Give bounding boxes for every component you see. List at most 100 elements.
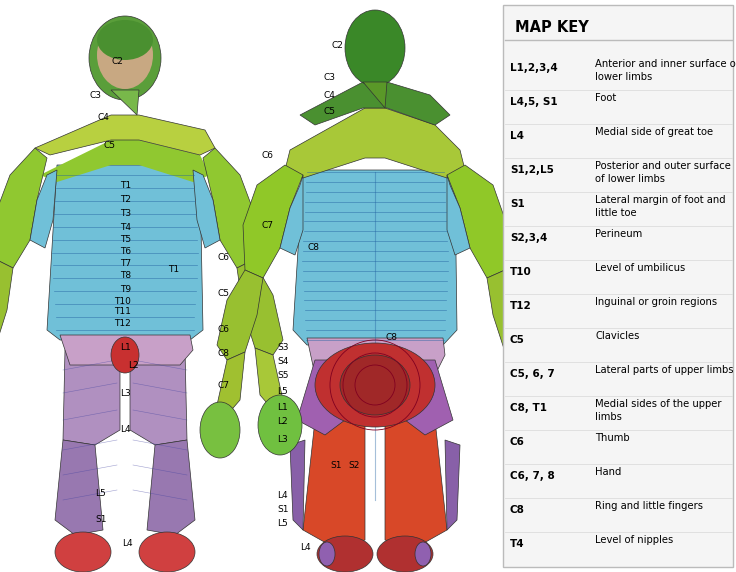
Ellipse shape xyxy=(317,536,373,572)
Text: L1: L1 xyxy=(120,343,131,352)
Text: L1: L1 xyxy=(277,403,288,411)
PathPatch shape xyxy=(385,420,447,548)
Text: Level of nipples: Level of nipples xyxy=(595,535,673,545)
PathPatch shape xyxy=(293,170,457,345)
PathPatch shape xyxy=(290,440,305,530)
Text: L5: L5 xyxy=(95,490,106,499)
Text: S1: S1 xyxy=(330,460,342,470)
Text: Clavicles: Clavicles xyxy=(595,331,640,341)
Text: L5: L5 xyxy=(277,519,288,529)
Text: T4: T4 xyxy=(510,539,525,549)
Text: T3: T3 xyxy=(120,209,131,219)
PathPatch shape xyxy=(255,348,283,410)
Ellipse shape xyxy=(258,395,302,455)
Ellipse shape xyxy=(97,21,153,89)
Bar xyxy=(503,5,733,567)
Text: C8: C8 xyxy=(218,349,230,359)
Text: T11: T11 xyxy=(114,308,131,316)
Text: S1: S1 xyxy=(95,515,107,525)
Text: Lateral parts of upper limbs: Lateral parts of upper limbs xyxy=(595,365,734,375)
Text: C5: C5 xyxy=(103,141,115,150)
Text: L4: L4 xyxy=(277,491,288,499)
PathPatch shape xyxy=(130,350,187,445)
Text: T9: T9 xyxy=(120,284,131,293)
Text: Ring and little fingers: Ring and little fingers xyxy=(595,501,703,511)
Ellipse shape xyxy=(97,20,153,60)
Text: T1: T1 xyxy=(120,181,131,189)
Text: T7: T7 xyxy=(120,260,131,268)
PathPatch shape xyxy=(280,175,303,255)
Text: Thumb: Thumb xyxy=(595,433,629,443)
Text: C5, 6, 7: C5, 6, 7 xyxy=(510,369,555,379)
Text: MAP KEY: MAP KEY xyxy=(515,21,589,35)
Text: L4: L4 xyxy=(120,426,130,435)
Text: C5: C5 xyxy=(510,335,525,345)
Text: L4: L4 xyxy=(122,538,132,547)
Ellipse shape xyxy=(510,402,550,458)
PathPatch shape xyxy=(40,140,210,182)
Ellipse shape xyxy=(319,542,335,566)
PathPatch shape xyxy=(63,350,120,445)
Ellipse shape xyxy=(377,536,433,572)
Text: C8, T1: C8, T1 xyxy=(510,403,547,413)
Ellipse shape xyxy=(89,16,161,100)
PathPatch shape xyxy=(217,352,245,415)
Text: S1: S1 xyxy=(277,506,289,514)
PathPatch shape xyxy=(147,440,195,535)
PathPatch shape xyxy=(30,170,57,248)
Text: C7: C7 xyxy=(218,380,230,390)
PathPatch shape xyxy=(203,148,255,268)
Text: little toe: little toe xyxy=(595,208,637,218)
Text: C2: C2 xyxy=(332,41,344,50)
Text: C8: C8 xyxy=(385,333,397,343)
Text: S1,2,L5: S1,2,L5 xyxy=(510,165,554,175)
Text: L1,2,3,4: L1,2,3,4 xyxy=(510,63,558,73)
Ellipse shape xyxy=(55,532,111,572)
Text: L2: L2 xyxy=(128,362,138,371)
Text: C7: C7 xyxy=(262,220,274,229)
Text: S2: S2 xyxy=(348,460,359,470)
PathPatch shape xyxy=(55,440,103,535)
PathPatch shape xyxy=(405,360,453,435)
Text: Posterior and outer surface: Posterior and outer surface xyxy=(595,161,731,171)
PathPatch shape xyxy=(307,338,445,375)
PathPatch shape xyxy=(445,440,460,530)
Ellipse shape xyxy=(200,402,240,458)
Text: T1: T1 xyxy=(168,265,179,275)
Text: T5: T5 xyxy=(120,236,131,244)
Text: T2: T2 xyxy=(120,196,131,205)
Text: Level of umbilicus: Level of umbilicus xyxy=(595,263,685,273)
PathPatch shape xyxy=(297,360,345,435)
Text: L3: L3 xyxy=(277,435,288,444)
PathPatch shape xyxy=(505,352,533,415)
Text: C6: C6 xyxy=(218,253,230,263)
Text: C5: C5 xyxy=(218,289,230,299)
PathPatch shape xyxy=(60,335,193,365)
Text: S4: S4 xyxy=(277,358,289,367)
Text: S2,3,4: S2,3,4 xyxy=(510,233,548,243)
Ellipse shape xyxy=(111,337,139,373)
Text: L4: L4 xyxy=(510,131,524,141)
PathPatch shape xyxy=(237,260,283,355)
Text: Perineum: Perineum xyxy=(595,229,643,239)
PathPatch shape xyxy=(111,90,139,115)
Text: L5: L5 xyxy=(277,387,288,396)
Text: C8: C8 xyxy=(510,505,525,515)
Text: C3: C3 xyxy=(90,92,102,101)
Text: S3: S3 xyxy=(277,344,289,352)
Ellipse shape xyxy=(345,10,405,86)
PathPatch shape xyxy=(447,175,470,255)
PathPatch shape xyxy=(363,82,387,108)
Ellipse shape xyxy=(139,532,195,572)
Text: lower limbs: lower limbs xyxy=(595,72,652,82)
Text: C4: C4 xyxy=(323,90,335,100)
Text: C6: C6 xyxy=(218,325,230,335)
Text: C3: C3 xyxy=(323,73,335,82)
PathPatch shape xyxy=(303,420,365,548)
Text: T4: T4 xyxy=(120,223,131,232)
Text: C2: C2 xyxy=(112,58,124,66)
PathPatch shape xyxy=(447,165,507,278)
Text: C6, 7, 8: C6, 7, 8 xyxy=(510,471,555,481)
Text: Foot: Foot xyxy=(595,93,616,103)
PathPatch shape xyxy=(35,115,215,155)
